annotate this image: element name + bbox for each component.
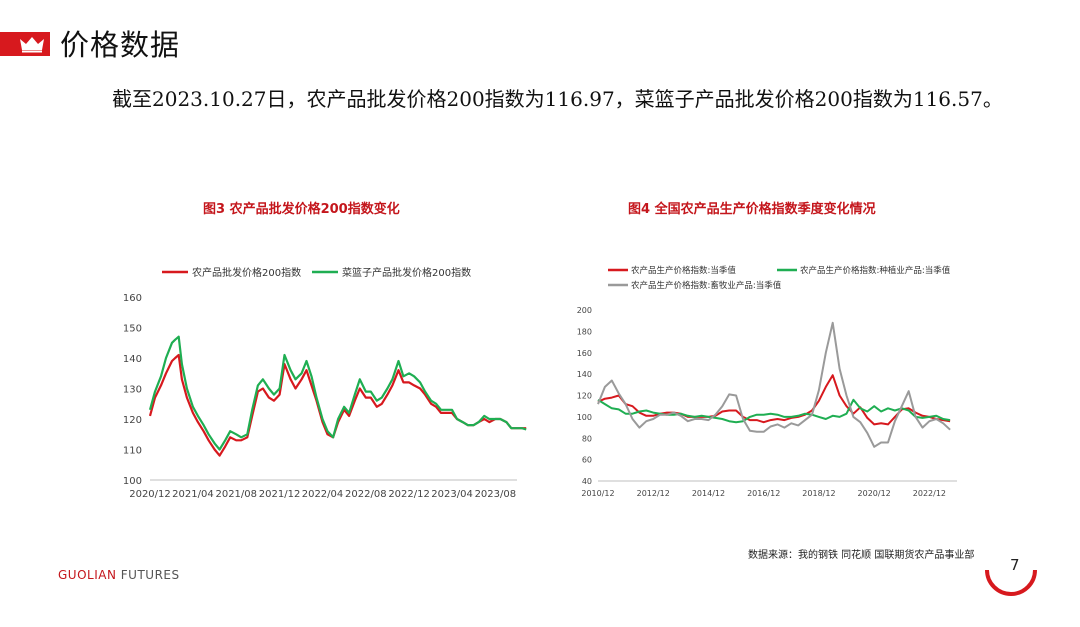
- y-tick-label: 80: [582, 434, 592, 443]
- page-number: 7: [1010, 556, 1020, 574]
- brand-main: GUOLIAN: [58, 568, 117, 582]
- page-number-badge: [985, 569, 1037, 596]
- x-tick-label: 2020/12: [129, 489, 171, 500]
- chart1-wholesale-index: 农产品批发价格200指数 菜篮子产品批发价格200指数 100 110 120 130…: [123, 266, 527, 500]
- legend-label-series-1: 农产品批发价格200指数: [192, 266, 301, 279]
- x-tick-label: 2010/12: [581, 489, 614, 498]
- y-tick-label: 120: [577, 392, 592, 401]
- y-tick-label: 100: [123, 476, 142, 487]
- y-tick-label: 120: [123, 415, 142, 426]
- chart1-legend: 农产品批发价格200指数 菜篮子产品批发价格200指数: [162, 266, 471, 279]
- x-tick-label: 2021/04: [172, 489, 214, 500]
- legend-label-series-3: 农产品生产价格指数:畜牧业产品:当季值: [631, 280, 782, 291]
- y-tick-label: 160: [577, 349, 592, 358]
- series-line-2: [148, 335, 527, 451]
- y-tick-label: 140: [577, 370, 592, 379]
- series-line-3: [597, 321, 951, 448]
- x-tick-label: 2022/04: [302, 489, 344, 500]
- y-tick-label: 150: [123, 324, 142, 335]
- chart2-producer-price-index: 农产品生产价格指数:当季值 农产品生产价格指数:种植业产品:当季值 农产品生产价…: [577, 265, 957, 498]
- x-tick-label: 2022/12: [913, 489, 946, 498]
- series-line-2: [597, 398, 951, 424]
- brand-logo-text: GUOLIAN FUTURES: [58, 568, 180, 582]
- crown-icon: [20, 37, 44, 53]
- x-tick-label: 2021/08: [215, 489, 257, 500]
- chart2-legend: 农产品生产价格指数:当季值 农产品生产价格指数:种植业产品:当季值 农产品生产价…: [608, 265, 951, 291]
- legend-label-series-1: 农产品生产价格指数:当季值: [631, 265, 736, 276]
- series-line-1: [148, 353, 527, 457]
- intro-paragraph: 截至2023.10.27日，农产品批发价格200指数为116.97，菜篮子产品批…: [112, 87, 1003, 111]
- y-tick-label: 200: [577, 306, 592, 315]
- chart1-title: 图3 农产品批发价格200指数变化: [203, 202, 400, 217]
- legend-label-series-2: 菜篮子产品批发价格200指数: [342, 266, 471, 279]
- x-tick-label: 2016/12: [747, 489, 780, 498]
- x-tick-label: 2012/12: [637, 489, 670, 498]
- y-tick-label: 180: [577, 327, 592, 336]
- y-tick-label: 100: [577, 413, 592, 422]
- legend-label-series-2: 农产品生产价格指数:种植业产品:当季值: [800, 265, 951, 276]
- x-tick-label: 2018/12: [802, 489, 835, 498]
- data-source-note: 数据来源：我的钢铁 同花顺 国联期货农产品事业部: [748, 550, 975, 561]
- y-tick-label: 40: [582, 477, 592, 486]
- page-title: 价格数据: [60, 28, 181, 62]
- brand-sub: FUTURES: [120, 568, 180, 582]
- y-tick-label: 60: [582, 456, 592, 465]
- x-tick-label: 2023/04: [431, 489, 473, 500]
- x-tick-label: 2021/12: [259, 489, 301, 500]
- series-line-1: [597, 374, 951, 426]
- x-tick-label: 2022/12: [388, 489, 430, 500]
- x-tick-label: 2022/08: [345, 489, 387, 500]
- x-tick-label: 2023/08: [475, 489, 517, 500]
- x-tick-label: 2020/12: [858, 489, 891, 498]
- chart2-title: 图4 全国农产品生产价格指数季度变化情况: [628, 202, 876, 217]
- y-tick-label: 110: [123, 446, 142, 457]
- y-tick-label: 140: [123, 354, 142, 365]
- y-tick-label: 160: [123, 293, 142, 304]
- x-tick-label: 2014/12: [692, 489, 725, 498]
- y-tick-label: 130: [123, 385, 142, 396]
